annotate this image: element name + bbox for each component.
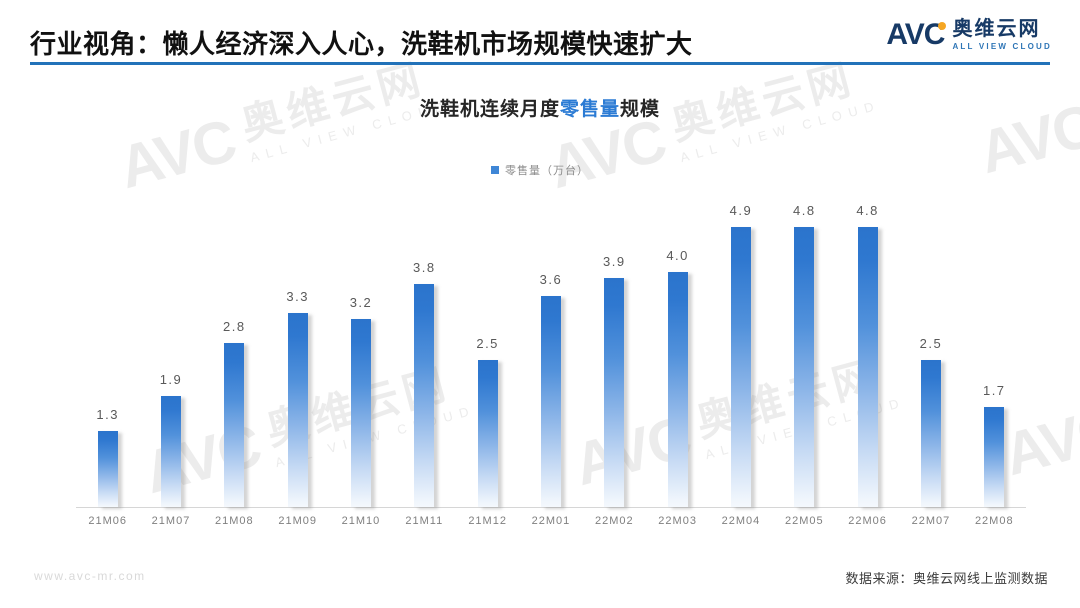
bar <box>350 319 371 507</box>
avc-logo: AVC 奥维云网 ALL VIEW CLOUD <box>886 18 1052 51</box>
bar <box>477 360 498 507</box>
bar-value-label: 4.8 <box>856 203 879 218</box>
bar <box>224 343 245 507</box>
bar <box>984 407 1005 507</box>
watermark-avc-text: AVC <box>541 105 672 201</box>
bar-slot: 4.0 <box>646 203 709 507</box>
avc-logo-text: AVC <box>886 17 947 51</box>
bar-slot: 1.9 <box>139 203 202 507</box>
x-axis-tick-label: 21M06 <box>88 515 127 527</box>
bar-value-label: 1.3 <box>96 407 119 422</box>
bar-value-label: 4.0 <box>666 248 689 263</box>
bar-value-label: 2.8 <box>223 319 246 334</box>
bar-slot: 3.6 <box>519 203 582 507</box>
avc-logo-tagline: ALL VIEW CLOUD <box>952 42 1052 51</box>
x-axis-tick-label: 22M07 <box>911 515 951 527</box>
x-axis-tick-label: 22M08 <box>974 515 1014 527</box>
bar-value-label: 1.7 <box>982 383 1006 398</box>
avc-logo-letters: AVC <box>886 17 945 51</box>
bar-slot: 3.2 <box>329 203 392 507</box>
page-title: 行业视角：懒人经济深入人心，洗鞋机市场规模快速扩大 <box>30 29 693 59</box>
bar <box>730 227 751 507</box>
bar-slot: 4.9 <box>709 203 772 507</box>
chart-legend: 零售量（万台） <box>0 162 1080 178</box>
bar-value-label: 3.9 <box>603 254 626 269</box>
x-axis-tick-label: 21M11 <box>405 515 444 527</box>
legend-swatch-icon <box>491 166 499 174</box>
bar <box>920 360 941 507</box>
bar-value-label: 2.5 <box>476 336 499 351</box>
x-axis-tick-label: 22M04 <box>721 515 761 527</box>
bar <box>794 227 815 507</box>
bar-value-label: 3.8 <box>413 260 436 275</box>
bar-slot: 4.8 <box>836 203 899 507</box>
x-axis-tick-label: 21M07 <box>151 515 191 527</box>
chart-title: 洗鞋机连续月度零售量规模 <box>0 94 1080 121</box>
bar-value-label: 3.2 <box>349 295 373 310</box>
bar-value-label: 4.8 <box>792 203 816 218</box>
x-axis-tick-label: 21M08 <box>215 515 254 527</box>
x-axis-tick-label: 22M06 <box>848 515 887 527</box>
chart-title-suffix: 规模 <box>620 99 661 120</box>
bar-value-label: 3.6 <box>539 272 563 287</box>
x-axis-tick-label: 22M05 <box>784 515 824 527</box>
bar <box>287 313 308 507</box>
avc-logo-chinese-name: 奥维云网 <box>952 18 1041 40</box>
x-axis-tick-label: 21M09 <box>278 515 317 527</box>
bar-slot: 3.8 <box>393 203 456 507</box>
chart-title-prefix: 洗鞋机连续月度 <box>419 99 560 120</box>
bar-value-label: 4.9 <box>729 203 753 218</box>
footer-website: www.avc-mr.com <box>34 569 146 583</box>
bar <box>414 284 435 507</box>
footer-data-source: 数据来源：奥维云网线上监测数据 <box>845 571 1048 586</box>
bar-slot: 3.9 <box>583 203 646 507</box>
bar-value-label: 1.9 <box>159 372 183 387</box>
bar-slot: 2.5 <box>899 203 962 507</box>
bar-value-label: 3.3 <box>286 289 309 304</box>
bar-slot: 3.3 <box>266 203 329 507</box>
bar <box>857 227 878 507</box>
bar-slot: 2.8 <box>203 203 266 507</box>
legend-label: 零售量（万台） <box>505 165 589 177</box>
chart-title-highlight: 零售量 <box>559 99 620 120</box>
bar-slot: 2.5 <box>456 203 519 507</box>
avc-logo-orange-dot-icon <box>938 21 947 30</box>
bar-value-label: 2.5 <box>919 336 943 351</box>
bar <box>97 431 118 507</box>
bar <box>667 272 688 507</box>
bar-slot: 4.8 <box>773 203 836 507</box>
x-axis-tick-label: 22M01 <box>531 515 571 527</box>
bar-slot: 1.7 <box>963 203 1026 507</box>
bar <box>540 296 561 507</box>
bar <box>160 396 181 507</box>
plot-area: 1.3 1.9 2.8 3.3 3.2 3.8 2.5 3.6 3.9 4.0 4.9 4.8 4.8 2… <box>76 203 1026 508</box>
x-axis-tick-label: 21M12 <box>468 515 507 527</box>
x-axis-tick-label: 21M10 <box>341 515 381 527</box>
watermark-avc-text: AVC <box>111 105 242 201</box>
bar-slot: 1.3 <box>76 203 139 507</box>
x-axis-tick-label: 22M02 <box>594 515 634 527</box>
x-axis-tick-label: 22M03 <box>658 515 697 527</box>
avc-logo-wordmark: 奥维云网 ALL VIEW CLOUD <box>952 18 1052 51</box>
x-axis-labels: 21M06 21M07 21M08 21M09 21M10 21M11 21M12 22M01… <box>76 515 1026 527</box>
header-divider <box>30 62 1050 65</box>
bar <box>604 278 625 507</box>
